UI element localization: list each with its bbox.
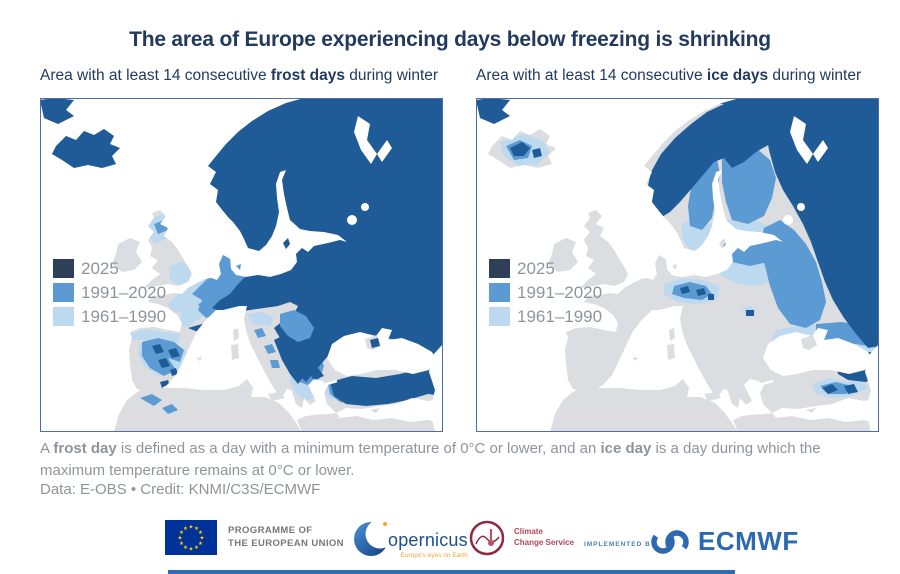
- svg-text:★: ★: [200, 534, 205, 541]
- map-border: [40, 98, 443, 432]
- svg-text:★: ★: [179, 529, 184, 536]
- copernicus-crescent-icon: [354, 519, 395, 556]
- eu-flag-logo: ★ ★★★ ★★★★ ★★★★: [165, 520, 217, 555]
- svg-text:★: ★: [189, 545, 194, 552]
- page-title: The area of Europe experiencing days bel…: [129, 28, 771, 52]
- legend-item: 1991–2020: [489, 282, 602, 303]
- svg-text:★: ★: [179, 540, 184, 547]
- definition-footnote: A frost day is defined as a day with a m…: [40, 440, 821, 479]
- crimea: [801, 335, 817, 350]
- c3s-thermometer-icon: [469, 520, 505, 556]
- frost-days-map-svg: [40, 98, 443, 432]
- sea-carves: [758, 116, 879, 432]
- data-credits: Data: E-OBS • Credit: KNMI/C3S/ECMWF: [40, 481, 321, 498]
- legend-item: 1961–1990: [53, 306, 166, 327]
- legend-item: 1991–2020: [53, 282, 166, 303]
- svg-text:★: ★: [183, 544, 188, 551]
- legend-item: 2025: [53, 258, 166, 279]
- svg-text:★: ★: [198, 529, 203, 536]
- frost-days-map: 2025 1991–2020 1961–1990: [40, 98, 443, 432]
- copernicus-logo: opernicus Europe's eyes on Earth: [351, 516, 468, 562]
- bottom-accent-bar: [168, 570, 735, 574]
- legend-frost: 2025 1991–2020 1961–1990: [53, 258, 166, 327]
- ecmwf-wordmark: ECMWF: [698, 526, 799, 556]
- eu-stars-icon: ★ ★★★ ★★★★ ★★★★: [178, 523, 205, 552]
- svg-text:★: ★: [189, 523, 194, 530]
- sea-carves: [322, 116, 443, 432]
- svg-text:★: ★: [194, 525, 199, 532]
- implemented-by-label: IMPLEMENTED BY: [584, 541, 657, 548]
- map-border: [476, 98, 879, 432]
- layer-pannonia-hole: [280, 310, 314, 342]
- subtitle-frost-map: Area with at least 14 consecutive frost …: [40, 67, 439, 84]
- svg-text:★: ★: [194, 544, 199, 551]
- ice-days-map-svg: [476, 98, 879, 432]
- legend-ice: 2025 1991–2020 1961–1990: [489, 258, 602, 327]
- c3s-text: Climate Change Service: [514, 527, 575, 547]
- svg-text:★: ★: [198, 540, 203, 547]
- copernicus-wordmark: opernicus: [388, 530, 468, 550]
- ecmwf-logo: ECMWF: [648, 526, 799, 557]
- legend-item: 2025: [489, 258, 602, 279]
- eu-programme-text: PROGRAMME OF THE EUROPEAN UNION: [228, 525, 344, 550]
- ice-days-map: 2025 1991–2020 1961–1990: [476, 98, 879, 432]
- logo-row: ★ ★ ★ ★ ★ ★ ★ ★ ★ ★ ★ ★ PROGRAMME OF THE EUROPEAN…: [0, 514, 900, 570]
- copernicus-tagline: Europe's eyes on Earth: [400, 552, 468, 559]
- svg-text:★: ★: [183, 525, 188, 532]
- ecmwf-rings-icon: [651, 529, 689, 554]
- svg-text:★: ★: [178, 534, 183, 541]
- legend-item: 1961–1990: [489, 306, 602, 327]
- subtitle-ice-map: Area with at least 14 consecutive ice da…: [476, 67, 862, 84]
- climate-change-service-logo: Climate Change Service: [468, 518, 574, 558]
